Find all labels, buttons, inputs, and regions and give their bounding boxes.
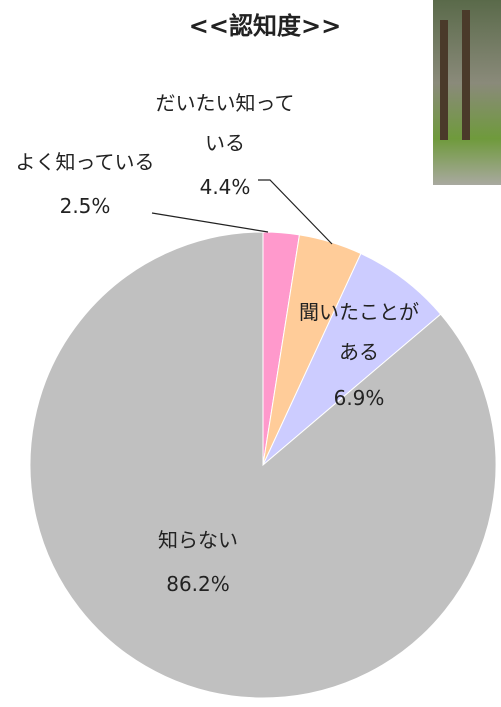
pie-slice [29,231,497,699]
photo-tree [462,10,470,140]
photo-tree [440,20,448,140]
category-label: 聞いたことがある [299,300,419,364]
leader-line [258,179,333,245]
category-label: 知らない [158,528,238,552]
chart-title: <<認知度>> [188,12,342,40]
value-label: 4.4% [199,175,251,199]
slice-label: 聞いたことがある 6.9% [295,292,423,418]
value-label: 86.2% [166,572,230,596]
slice-label: 知らない 86.2% [128,520,268,604]
leader-line [151,212,269,233]
category-label: よく知っている [15,150,155,174]
value-label: 2.5% [59,194,111,218]
slice-label: だいたい知っている 4.4% [155,83,295,207]
value-label: 6.9% [333,386,385,410]
category-label: だいたい知っている [155,91,295,155]
slice-label: よく知っている 2.5% [15,142,155,226]
